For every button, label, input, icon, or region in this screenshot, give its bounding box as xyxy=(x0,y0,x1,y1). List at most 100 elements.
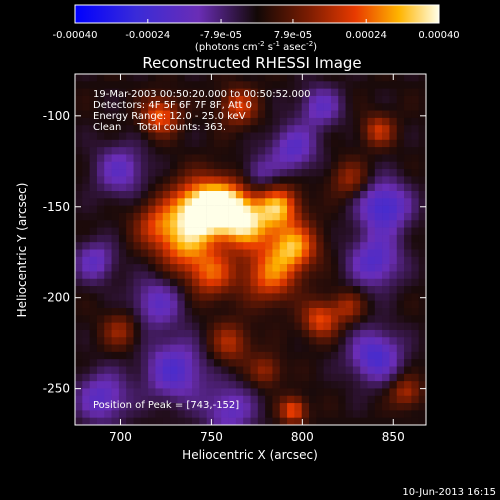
heatmap-cell xyxy=(228,125,237,133)
heatmap-cell xyxy=(330,359,339,367)
heatmap-cell xyxy=(345,337,354,345)
heatmap-cell xyxy=(111,286,120,294)
heatmap-cell xyxy=(396,212,405,221)
heatmap-cell xyxy=(243,74,251,82)
heatmap-cell xyxy=(330,286,339,294)
heatmap-cell xyxy=(184,132,193,141)
heatmap-cell xyxy=(89,147,98,155)
heatmap-cell xyxy=(243,366,251,375)
heatmap-cell xyxy=(170,315,178,323)
heatmap-cell xyxy=(104,242,112,250)
heatmap-cell xyxy=(382,256,390,265)
heatmap-cell xyxy=(111,271,120,280)
heatmap-cell xyxy=(155,191,164,199)
heatmap-cell xyxy=(82,337,90,345)
heatmap-cell xyxy=(382,198,390,206)
heatmap-cell xyxy=(89,132,98,141)
heatmap-cell xyxy=(367,220,376,228)
heatmap-cell xyxy=(221,381,229,389)
heatmap-cell xyxy=(374,395,383,404)
heatmap-cell xyxy=(228,388,237,397)
heatmap-cell xyxy=(265,293,273,301)
heatmap-cell xyxy=(162,183,171,192)
heatmap-cell xyxy=(250,176,259,184)
heatmap-cell xyxy=(206,256,215,265)
heatmap-cell xyxy=(272,183,281,192)
heatmap-cell xyxy=(404,403,412,411)
heatmap-cell xyxy=(301,264,310,272)
y-axis: -100-150-200-250 xyxy=(43,109,426,396)
heatmap-cell xyxy=(250,161,259,170)
heatmap-cell xyxy=(301,139,310,148)
heatmap-cell xyxy=(155,381,164,389)
heatmap-cell xyxy=(404,161,412,170)
heatmap-cell xyxy=(294,176,302,184)
heatmap-cell xyxy=(360,381,368,389)
heatmap-cell xyxy=(316,271,324,280)
heatmap-cell xyxy=(404,337,412,345)
heatmap-cell xyxy=(206,337,215,345)
heatmap-cell xyxy=(133,220,142,228)
heatmap-cell xyxy=(316,110,324,119)
heatmap-cell xyxy=(257,183,266,192)
heatmap-cell xyxy=(345,132,354,141)
heatmap-cell xyxy=(243,403,251,411)
heatmap-cell xyxy=(104,132,112,141)
heatmap-cell xyxy=(104,410,112,418)
heatmap-cell xyxy=(360,271,368,280)
heatmap-cell xyxy=(206,300,215,309)
heatmap-cell xyxy=(374,410,383,418)
heatmap-cell xyxy=(352,220,361,228)
heatmap-cell xyxy=(338,322,346,331)
heatmap-cell xyxy=(352,183,361,192)
heatmap-cell xyxy=(184,110,193,119)
heatmap-cell xyxy=(309,205,317,214)
heatmap-cell xyxy=(177,278,185,287)
heatmap-cell xyxy=(396,205,405,214)
heatmap-cell xyxy=(148,110,156,119)
heatmap-cell xyxy=(170,344,178,353)
heatmap-cell xyxy=(243,220,251,228)
heatmap-cell xyxy=(126,169,134,177)
heatmap-cell xyxy=(389,205,398,214)
heatmap-cell xyxy=(309,388,317,397)
heatmap-cell xyxy=(235,300,244,309)
heatmap-cell xyxy=(250,300,259,309)
heatmap-cell xyxy=(199,388,207,397)
heatmap-cell xyxy=(396,132,405,141)
heatmap-cell xyxy=(111,359,120,367)
heatmap-cell xyxy=(404,139,412,148)
heatmap-cell xyxy=(75,74,83,82)
heatmap-cell xyxy=(345,410,354,418)
heatmap-cell xyxy=(162,322,171,331)
heatmap-cell xyxy=(360,366,368,375)
heatmap-cell xyxy=(382,359,390,367)
heatmap-cell xyxy=(96,176,105,184)
heatmap-cell xyxy=(250,147,259,155)
heatmap-cell xyxy=(374,271,383,280)
heatmap-cell xyxy=(367,293,376,301)
heatmap-cell xyxy=(301,344,310,353)
heatmap-cell xyxy=(111,132,120,141)
heatmap-cell xyxy=(75,300,83,309)
heatmap-cell xyxy=(235,381,244,389)
heatmap-cell xyxy=(177,256,185,265)
heatmap-cell xyxy=(294,337,302,345)
heatmap-cell xyxy=(367,147,376,155)
heatmap-cell xyxy=(374,125,383,133)
heatmap-cell xyxy=(213,88,222,97)
heatmap-cell xyxy=(382,220,390,228)
heatmap-cell xyxy=(257,205,266,214)
heatmap-cell xyxy=(213,359,222,367)
heatmap-cell xyxy=(235,410,244,418)
heatmap-cell xyxy=(367,81,376,89)
heatmap-cell xyxy=(170,410,178,418)
heatmap-cell xyxy=(360,249,368,258)
heatmap-cell xyxy=(309,147,317,155)
heatmap-cell xyxy=(411,147,419,155)
heatmap-cell xyxy=(360,227,368,236)
heatmap-cell xyxy=(411,359,419,367)
heatmap-cell xyxy=(309,110,317,119)
heatmap-cell xyxy=(257,308,266,316)
heatmap-cell xyxy=(396,161,405,170)
